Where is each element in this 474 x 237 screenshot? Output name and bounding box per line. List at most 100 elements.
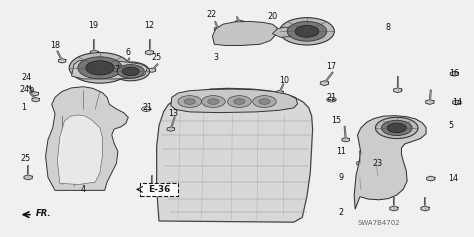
Text: 16: 16 xyxy=(449,69,459,78)
Text: 5: 5 xyxy=(448,121,453,130)
Text: 21: 21 xyxy=(142,103,152,112)
Circle shape xyxy=(150,186,155,188)
Circle shape xyxy=(92,51,97,54)
Text: 19: 19 xyxy=(88,21,98,30)
Polygon shape xyxy=(276,91,283,95)
Circle shape xyxy=(34,99,38,101)
Circle shape xyxy=(287,22,327,41)
Text: 25: 25 xyxy=(20,154,30,163)
Text: 24b: 24b xyxy=(19,85,34,94)
Circle shape xyxy=(375,117,418,139)
Polygon shape xyxy=(72,59,147,79)
Circle shape xyxy=(295,25,319,37)
Circle shape xyxy=(81,185,85,187)
Text: 2: 2 xyxy=(338,208,344,217)
Circle shape xyxy=(117,65,144,78)
Polygon shape xyxy=(390,206,398,211)
Text: 3: 3 xyxy=(213,53,218,62)
Circle shape xyxy=(234,99,245,104)
Polygon shape xyxy=(393,88,402,93)
Circle shape xyxy=(201,96,225,107)
Circle shape xyxy=(344,139,348,141)
Polygon shape xyxy=(212,21,277,46)
Polygon shape xyxy=(24,175,32,180)
Polygon shape xyxy=(146,50,154,55)
Text: 17: 17 xyxy=(327,62,337,71)
Polygon shape xyxy=(357,161,365,166)
Text: 18: 18 xyxy=(50,41,60,50)
Polygon shape xyxy=(156,88,313,222)
Circle shape xyxy=(382,120,412,136)
Circle shape xyxy=(124,66,128,68)
Circle shape xyxy=(169,128,173,130)
Circle shape xyxy=(33,93,37,95)
Polygon shape xyxy=(214,27,222,31)
Circle shape xyxy=(322,82,327,84)
Polygon shape xyxy=(90,50,99,55)
Text: 7: 7 xyxy=(114,64,119,73)
Circle shape xyxy=(395,89,400,91)
Circle shape xyxy=(277,91,282,94)
Circle shape xyxy=(150,69,154,71)
Circle shape xyxy=(387,123,406,133)
Circle shape xyxy=(358,188,363,191)
Circle shape xyxy=(122,67,139,76)
Text: 6: 6 xyxy=(126,48,131,57)
Circle shape xyxy=(147,51,152,54)
Text: 13: 13 xyxy=(168,109,178,118)
Text: 9: 9 xyxy=(338,173,344,182)
Text: 22: 22 xyxy=(206,10,216,19)
Polygon shape xyxy=(46,87,128,190)
Text: 23: 23 xyxy=(373,159,383,168)
Polygon shape xyxy=(148,68,155,72)
Text: E-36: E-36 xyxy=(148,185,171,194)
Text: 14: 14 xyxy=(448,174,458,183)
Polygon shape xyxy=(342,138,349,142)
Circle shape xyxy=(423,207,428,210)
Polygon shape xyxy=(354,116,426,209)
Polygon shape xyxy=(374,173,382,178)
Circle shape xyxy=(69,53,131,83)
Circle shape xyxy=(237,21,242,23)
Circle shape xyxy=(455,101,459,104)
Text: 15: 15 xyxy=(331,116,341,125)
Circle shape xyxy=(86,61,114,75)
Polygon shape xyxy=(357,187,365,192)
Polygon shape xyxy=(450,71,458,76)
Circle shape xyxy=(280,18,334,45)
Circle shape xyxy=(60,60,64,62)
Text: 4: 4 xyxy=(81,185,86,194)
Polygon shape xyxy=(453,100,461,105)
Circle shape xyxy=(26,176,30,179)
Text: 8: 8 xyxy=(386,23,391,32)
Polygon shape xyxy=(167,127,174,131)
Polygon shape xyxy=(148,184,156,189)
Polygon shape xyxy=(80,183,87,188)
Text: 14: 14 xyxy=(452,97,462,106)
Polygon shape xyxy=(58,59,66,63)
Circle shape xyxy=(428,178,433,180)
Circle shape xyxy=(178,96,201,107)
FancyBboxPatch shape xyxy=(140,183,178,196)
Polygon shape xyxy=(427,176,435,181)
Circle shape xyxy=(208,99,219,104)
Circle shape xyxy=(375,174,380,177)
Polygon shape xyxy=(235,20,244,25)
Polygon shape xyxy=(320,81,328,86)
Circle shape xyxy=(228,96,251,107)
Polygon shape xyxy=(57,115,102,184)
Text: 12: 12 xyxy=(145,21,155,30)
Circle shape xyxy=(253,96,276,107)
Text: 25: 25 xyxy=(152,53,162,62)
Text: 11: 11 xyxy=(336,147,346,156)
Text: 10: 10 xyxy=(279,76,289,85)
Text: SWA7B4702: SWA7B4702 xyxy=(357,220,400,226)
Circle shape xyxy=(112,62,150,81)
Text: FR.: FR. xyxy=(36,210,52,219)
Text: 21: 21 xyxy=(327,93,337,102)
Polygon shape xyxy=(426,100,434,104)
Circle shape xyxy=(259,99,270,104)
Text: 24: 24 xyxy=(22,73,32,82)
Polygon shape xyxy=(123,65,129,68)
Polygon shape xyxy=(32,98,39,102)
